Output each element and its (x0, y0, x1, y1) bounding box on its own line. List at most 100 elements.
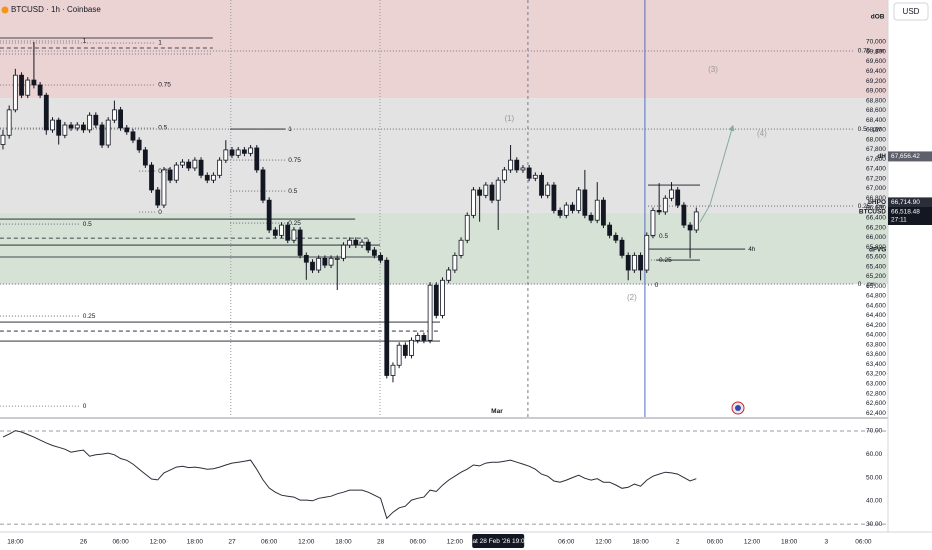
annotation: (4) (757, 129, 767, 138)
candle-body (638, 254, 643, 271)
y-tick-label: 62,600 (866, 400, 886, 407)
price-tag-value: 67,656.42 (891, 153, 920, 160)
x-tick-label: 18:00 (7, 539, 24, 546)
candle-body (347, 239, 353, 246)
candle-body (285, 224, 291, 241)
projection-arrow (699, 124, 735, 223)
rsi-tick-label: 30.00 (866, 521, 883, 528)
y-tick-label: 63,000 (866, 381, 886, 388)
price-tag-countdown: 27:11 (891, 217, 907, 224)
candle-body (483, 184, 489, 196)
candle-body (217, 159, 223, 176)
candle-body (619, 239, 625, 256)
level-label: 0.25 (288, 220, 301, 227)
candle-body (50, 119, 55, 131)
candle-body (155, 189, 161, 206)
x-tick-label: 06:00 (410, 539, 427, 546)
level-label: 0.25 (83, 313, 96, 320)
candle-body (526, 167, 532, 179)
y-tick-label: 67,800 (866, 146, 886, 153)
level-label: 1 (288, 126, 292, 133)
level-label: 0 (158, 209, 162, 216)
annotation: Mar (491, 408, 503, 415)
time-axis (0, 532, 932, 550)
y-tick-label: 68,400 (866, 117, 886, 124)
candle-body (631, 254, 637, 271)
candle-body (452, 254, 458, 271)
price-tag-value: 66,518.48 (891, 209, 920, 216)
candle-body (25, 79, 31, 96)
candle-body (118, 109, 123, 129)
candle-body (266, 199, 272, 231)
candle-body (384, 259, 390, 376)
y-tick-label: 65,800 (866, 244, 886, 251)
rsi-tick-label: 40.00 (866, 498, 883, 505)
annotation: (1) (504, 114, 514, 123)
candle-body (105, 119, 111, 146)
currency-label[interactable]: USD (903, 7, 920, 16)
y-tick-label: 62,400 (866, 410, 886, 417)
candle-body (570, 204, 575, 211)
x-tick-label: 12:00 (595, 539, 612, 546)
x-tick-label: 12:00 (298, 539, 315, 546)
y-tick-label: 69,000 (866, 88, 886, 95)
candle-body (687, 224, 693, 231)
candle-body (675, 189, 681, 206)
candle-body (650, 210, 656, 236)
crosshair-time-label: Sat 28 Feb '26 19:00 (468, 538, 529, 545)
level-label: 0.25 · pw (858, 203, 885, 210)
candle-body (440, 279, 445, 316)
candle-body (508, 159, 513, 171)
candle-body (87, 114, 93, 131)
zone (0, 212, 888, 285)
candle-body (644, 234, 650, 271)
candle-body (93, 114, 99, 126)
currency-button[interactable] (893, 2, 929, 21)
zone (0, 0, 888, 99)
y-tick-label: 63,200 (866, 371, 886, 378)
level-label: 0.75 (158, 82, 171, 89)
candle-body (328, 257, 334, 266)
level-label: 0.75 · pw (858, 48, 885, 55)
candle-body (6, 109, 12, 136)
y-tick-label: 65,600 (866, 254, 886, 261)
candle-body (545, 184, 551, 196)
candle-body (539, 174, 544, 196)
zone (0, 98, 888, 213)
candle-body (582, 189, 588, 216)
level-label: 0 (655, 282, 659, 289)
candle-body (180, 161, 185, 166)
price-tag-name: dH (877, 153, 886, 160)
candle-body (322, 257, 328, 266)
level-label: 1 (158, 40, 162, 47)
price-tag (888, 197, 932, 208)
candle-body (111, 109, 117, 121)
price-tag-value: 66,714.90 (891, 199, 920, 206)
y-tick-label: 67,400 (866, 166, 886, 173)
y-tick-label: 66,800 (866, 195, 886, 202)
crosshair-time-box (472, 534, 525, 548)
symbol-title: BTCUSD · 1h · Coinbase (11, 5, 101, 14)
candle-body (260, 169, 266, 201)
y-tick-label: 64,200 (866, 322, 886, 329)
candle-body (37, 84, 43, 96)
level-label: 0.5 · pw (858, 126, 881, 133)
candle-body (229, 149, 235, 156)
candle-body (402, 344, 408, 356)
y-tick-label: 66,200 (866, 224, 886, 231)
candle-body (371, 249, 377, 256)
candle-body (501, 169, 507, 181)
x-tick-label: 2 (676, 539, 680, 546)
y-tick-label: 64,000 (866, 332, 886, 339)
level-label: 0.5 (83, 221, 92, 228)
candle-body (693, 211, 699, 231)
y-tick-label: 64,800 (866, 293, 886, 300)
y-tick-label: 68,000 (866, 136, 886, 143)
annotation: (2) (627, 293, 637, 302)
level-label: 0 · pw (858, 281, 876, 288)
x-tick-label: 06:00 (261, 539, 278, 546)
y-tick-label: 68,800 (866, 97, 886, 104)
candle-body (594, 199, 600, 221)
candle-body (378, 254, 383, 261)
candle-body (396, 344, 402, 366)
